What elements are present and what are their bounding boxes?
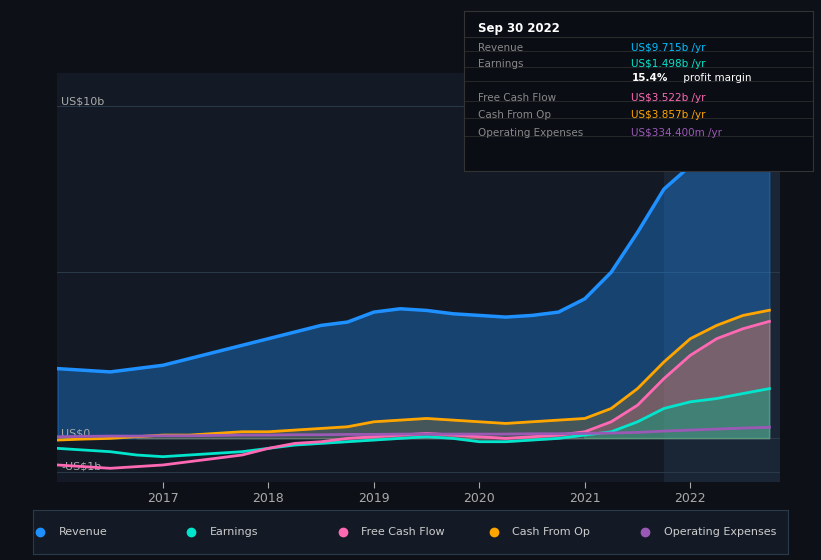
Text: Operating Expenses: Operating Expenses bbox=[663, 527, 776, 537]
Text: Cash From Op: Cash From Op bbox=[512, 527, 590, 537]
Text: Operating Expenses: Operating Expenses bbox=[478, 128, 583, 138]
Text: Free Cash Flow: Free Cash Flow bbox=[361, 527, 445, 537]
Text: US$1.498b /yr: US$1.498b /yr bbox=[631, 59, 706, 69]
Text: Earnings: Earnings bbox=[478, 59, 523, 69]
Text: US$0: US$0 bbox=[61, 428, 90, 438]
Text: Revenue: Revenue bbox=[478, 43, 523, 53]
Text: US$334.400m /yr: US$334.400m /yr bbox=[631, 128, 722, 138]
Text: Free Cash Flow: Free Cash Flow bbox=[478, 92, 556, 102]
Text: Sep 30 2022: Sep 30 2022 bbox=[478, 22, 560, 35]
Text: 15.4%: 15.4% bbox=[631, 73, 667, 83]
Text: Earnings: Earnings bbox=[210, 527, 259, 537]
Text: profit margin: profit margin bbox=[680, 73, 752, 83]
Text: Revenue: Revenue bbox=[59, 527, 108, 537]
Bar bbox=[664, 73, 780, 482]
Text: -US$1b: -US$1b bbox=[61, 461, 101, 472]
Text: US$3.522b /yr: US$3.522b /yr bbox=[631, 92, 706, 102]
Text: US$3.857b /yr: US$3.857b /yr bbox=[631, 110, 706, 120]
Text: Cash From Op: Cash From Op bbox=[478, 110, 551, 120]
Text: US$9.715b /yr: US$9.715b /yr bbox=[631, 43, 706, 53]
Text: US$10b: US$10b bbox=[61, 96, 104, 106]
